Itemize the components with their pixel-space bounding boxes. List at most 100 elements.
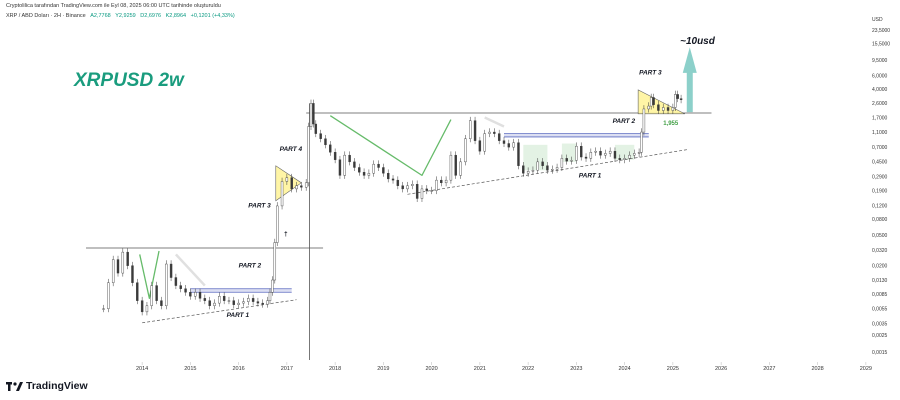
candle-body [131,265,134,283]
candle-body [469,120,472,139]
x-tick-label: 2018 [329,366,341,372]
candle-body [454,154,457,176]
candle-body [647,105,650,110]
y-tick-label: 0,1200 [872,204,888,210]
candle-body [649,97,653,107]
candle-body [150,285,153,306]
price-axis[interactable]: 23,5000 15,5000 9,5000 6,0000 4,0000 2,6000 1,… [872,28,890,356]
y-tick-label: 0,0015 [872,350,888,356]
candle-body [121,251,125,274]
candle-body [145,305,149,313]
candle-body [309,103,313,127]
y-tick-label: 1,7000 [872,115,888,121]
candle-body [116,259,120,274]
candle-body [155,285,158,301]
candle-body [377,163,380,168]
candle-body [483,133,486,152]
candle-body [193,292,197,297]
y-tick-label: 0,0035 [872,322,888,328]
candle-body [247,298,250,302]
candle-body [406,185,409,190]
x-tick-label: 2027 [763,366,775,372]
accumulation-zone [523,144,548,171]
candle-body [613,150,617,159]
y-tick-label: 0,1900 [872,188,888,194]
candle-body [415,184,419,199]
candle-body [531,170,535,172]
candle-body [674,94,677,108]
candle-body [440,179,443,184]
candle-body [266,300,269,305]
candle-body [570,160,573,162]
candle-body [618,158,621,160]
candle-body [401,185,404,190]
candle-body [526,171,530,174]
time-axis[interactable]: 2014 2015 2016 2017 2018 2019 2020 2021 2022 2023… [136,362,872,372]
range-channel [190,288,292,293]
candle-body [160,300,163,306]
candle-body [589,152,593,159]
support-trendline [142,299,297,324]
ohlc-high: Y2,9259 [115,13,136,19]
y-tick-label: 0,0200 [872,263,888,269]
x-tick-label: 2014 [136,366,148,372]
projection-arrow [484,116,505,128]
y-tick-label: 1,1000 [872,130,888,136]
candle-body [276,205,279,243]
candle-body [671,107,675,111]
y-tick-label: 0,0085 [872,292,888,298]
candle-body [362,171,366,176]
candle-body [541,161,544,166]
candle-body [268,292,272,301]
candle-body [396,179,400,186]
candle-body [300,185,303,188]
candle-body [642,108,646,133]
candle-body [111,259,115,283]
candle-body [575,145,578,161]
candle-body [107,282,110,309]
candle-body [420,188,424,199]
candle-body [227,300,231,302]
symbol-name[interactable]: XRP / ABD Doları · 2H · Binance [6,13,86,19]
candle-body [662,107,665,111]
candle-body [242,301,245,304]
candle-body [430,190,433,192]
target-label: ~10usd [680,36,716,47]
candle-body [517,142,520,166]
x-tick-label: 2021 [474,366,486,372]
candle-body [165,263,168,306]
drawing-overlays: ↑ [86,47,712,360]
tradingview-logo[interactable]: TradingView [6,380,88,392]
x-tick-label: 2026 [715,366,727,372]
candle-body [604,153,607,156]
y-tick-label: 2,6000 [872,101,888,107]
candle-body [502,140,506,144]
candle-body [319,133,322,139]
candle-body [473,120,477,141]
candle-body [280,181,284,207]
candle-body [391,178,395,181]
ohlc-close: K2,8964 [165,13,187,19]
candle-body [666,107,670,111]
pennant-triangle [275,165,302,202]
candle-body [657,104,660,111]
candle-body [459,161,462,176]
accumulation-zone [561,143,577,162]
candle-body [488,131,491,134]
candle-body [273,242,277,281]
tradingview-logo-text: TradingView [26,380,88,392]
tradingview-logo-icon [6,381,23,391]
candle-body [333,152,337,160]
candle-body [126,251,129,266]
candle-body [493,131,496,134]
candle-body [676,94,679,99]
label-part-1: PART 1 [579,173,602,180]
candle-body [594,150,597,153]
projection-arrow [139,250,160,299]
candle-body [218,295,221,304]
candle-body [184,288,187,293]
ohlc-change: +0,1201 (+4,33%) [190,13,235,19]
candle-body [222,295,226,301]
candle-body [295,185,298,190]
